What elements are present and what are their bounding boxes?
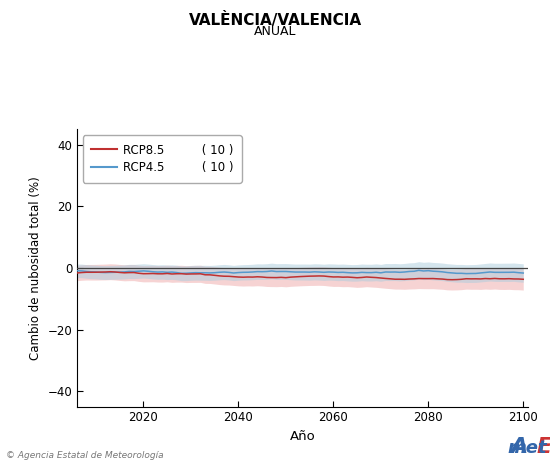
Text: VALÈNCIA/VALENCIA: VALÈNCIA/VALENCIA	[189, 12, 361, 28]
Text: met: met	[508, 439, 547, 457]
Text: E: E	[536, 438, 550, 457]
Text: © Agencia Estatal de Meteorología: © Agencia Estatal de Meteorología	[6, 451, 163, 460]
Y-axis label: Cambio de nubosidad total (%): Cambio de nubosidad total (%)	[29, 176, 42, 360]
Text: A: A	[511, 438, 528, 457]
Text: ANUAL: ANUAL	[254, 25, 296, 38]
Legend: RCP8.5          ( 10 ), RCP4.5          ( 10 ): RCP8.5 ( 10 ), RCP4.5 ( 10 )	[83, 135, 242, 182]
X-axis label: Año: Año	[290, 430, 315, 443]
